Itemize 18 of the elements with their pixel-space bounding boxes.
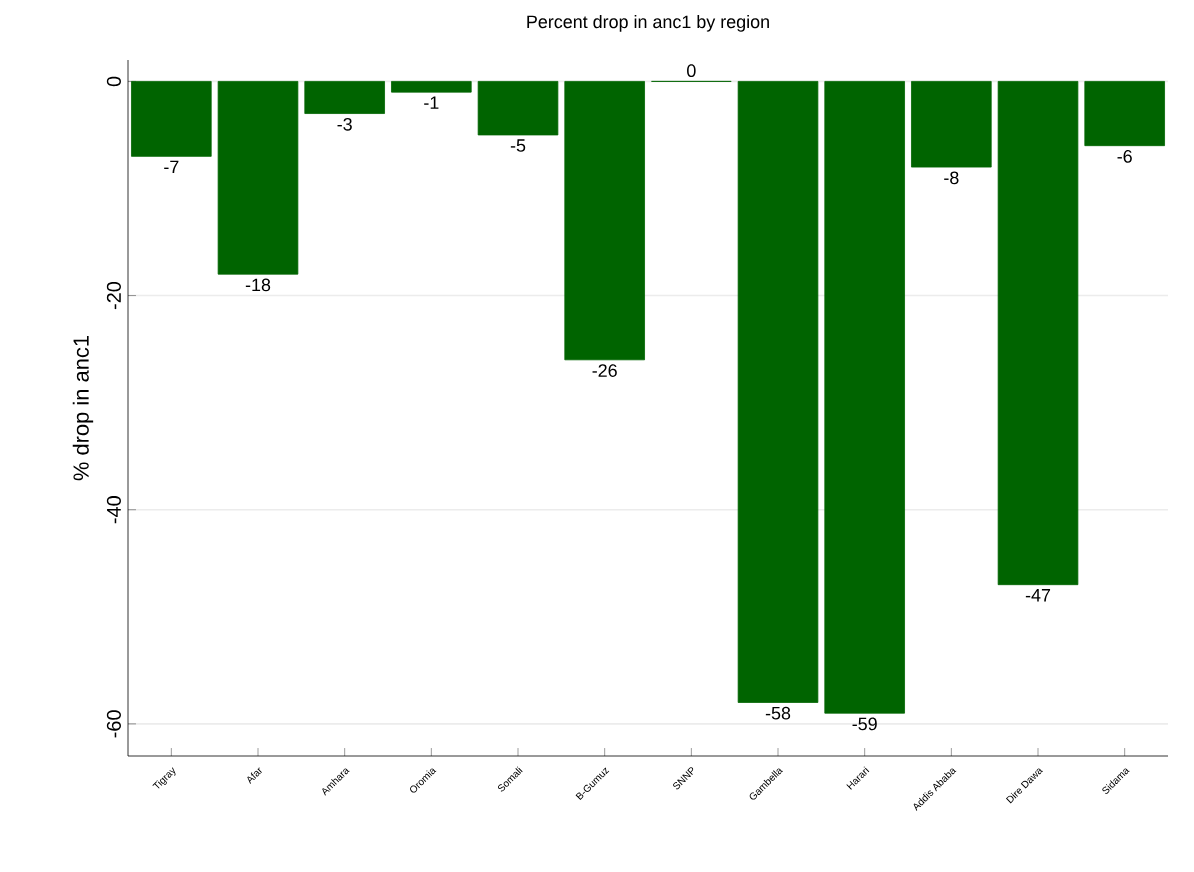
data-label: -6	[1117, 150, 1132, 163]
data-label: -7	[164, 160, 179, 174]
data-label: -26	[592, 364, 617, 377]
data-label: -18	[245, 278, 271, 292]
y-tick-label: -60	[106, 710, 121, 738]
data-label: -47	[1025, 589, 1051, 602]
data-label: -58	[765, 706, 791, 720]
y-tick-label: -20	[106, 281, 121, 310]
data-label: -1	[424, 96, 439, 109]
data-label: -5	[510, 139, 526, 152]
data-label: -8	[944, 171, 959, 185]
data-label: 0	[687, 64, 696, 78]
data-label: -3	[337, 117, 352, 131]
data-label: -59	[852, 717, 877, 731]
y-tick-label: -40	[106, 496, 121, 524]
chart-title: Percent drop in anc1 by region	[527, 14, 769, 32]
y-axis-title: % drop in anc1	[72, 336, 94, 481]
y-tick-label: 0	[106, 76, 121, 87]
